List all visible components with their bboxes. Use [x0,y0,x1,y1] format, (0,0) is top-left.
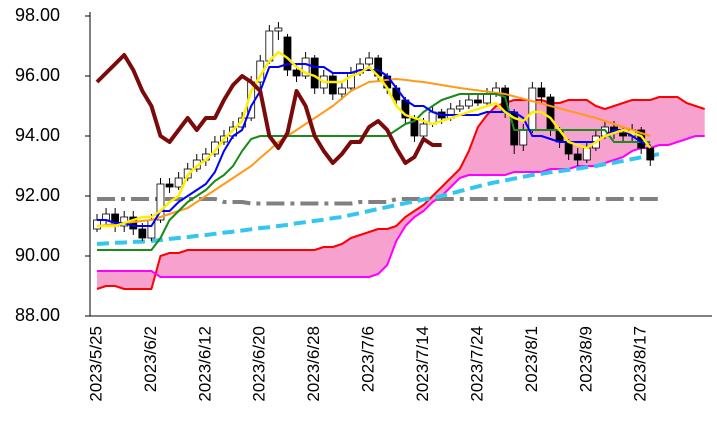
x-tick-label: 2023/7/14 [413,326,432,402]
candle-body [301,57,310,77]
candle-body [156,183,165,221]
x-tick-label: 2023/6/20 [250,326,269,402]
candle-body [292,69,301,77]
x-tick-label: 2023/6/12 [195,326,214,402]
x-tick-label: 2023/6/28 [304,326,323,402]
candle-body [537,87,546,98]
candle-body [419,123,428,137]
candle-body [138,228,147,239]
candle-body [274,27,283,32]
y-tick-label: 96.00 [15,65,60,85]
line-series [97,50,652,228]
x-tick-label: 2023/7/6 [359,326,378,392]
candle-body [337,87,346,95]
candle-body [483,93,491,104]
candle-body [464,99,473,107]
candle-body [582,147,591,161]
candle-body [265,30,274,62]
candle-body [573,153,582,161]
candle-body [619,132,627,137]
x-tick-label: 2023/5/25 [86,326,105,402]
x-tick-label: 2023/8/17 [631,326,650,402]
y-tick-label: 94.00 [15,125,60,145]
candle-body [646,147,655,161]
candle-body [310,57,319,89]
candle-body [174,177,183,188]
candle-body [283,36,292,71]
line-series [96,96,706,290]
candle-body [474,99,482,104]
candle-body [546,96,555,131]
candle-body [519,129,528,146]
x-tick-label: 2023/7/24 [467,326,486,402]
line-series [96,152,660,246]
x-tick-label: 2023/8/1 [522,326,541,392]
line-series [96,78,651,227]
candle-body [328,75,337,95]
candle-body [455,105,464,110]
x-tick-label: 2023/8/9 [576,326,595,392]
candle-body [365,57,374,65]
y-tick-label: 92.00 [15,185,60,205]
line-series [95,53,442,165]
y-tick-label: 98.00 [15,5,60,25]
candle-body [93,219,101,230]
candle-body [165,183,174,188]
cloud-fill [97,97,705,289]
y-tick-label: 90.00 [15,245,60,265]
y-tick-label: 88.00 [15,305,60,325]
x-tick-label: 2023/6/2 [141,326,160,392]
candle-body [528,87,537,131]
